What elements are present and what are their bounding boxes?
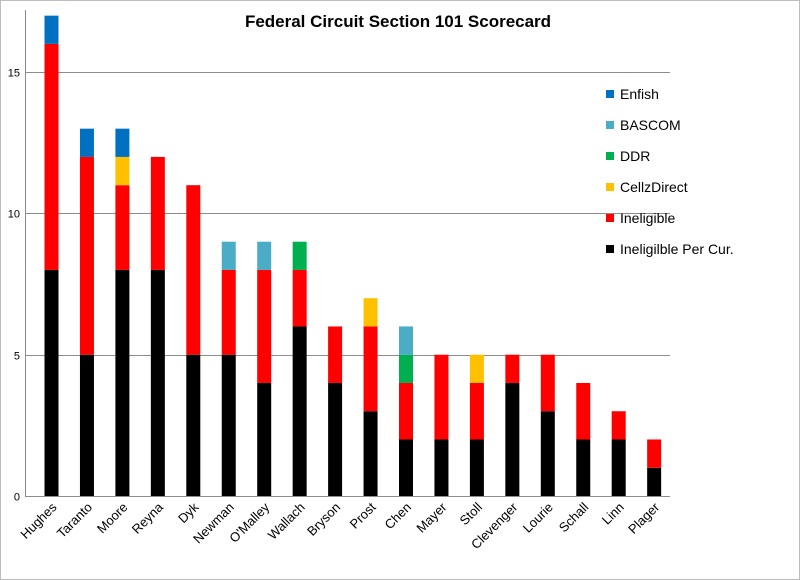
bar-segment-ineligible bbox=[469, 382, 484, 440]
y-tick-label: 10 bbox=[8, 209, 20, 221]
legend-label: Enfish bbox=[620, 86, 659, 102]
y-tick-label: 0 bbox=[14, 492, 20, 504]
x-tick-label: Stoll bbox=[457, 499, 486, 528]
legend-swatch bbox=[606, 245, 614, 253]
bar-segment-ineligible bbox=[257, 269, 272, 383]
bar-segment-ineligible bbox=[611, 411, 626, 440]
bar-segment-ineligilble-per-cur- bbox=[328, 382, 343, 496]
bar-segment-ineligible bbox=[505, 354, 520, 383]
bar-segment-enfish bbox=[115, 128, 130, 157]
bar-segment-ineligilble-per-cur- bbox=[257, 382, 272, 496]
bar-segment-ineligible bbox=[576, 382, 591, 440]
x-tick-label: Mayer bbox=[413, 499, 450, 536]
legend-swatch bbox=[606, 183, 614, 191]
y-tick-label: 15 bbox=[8, 68, 20, 80]
bar-segment-ineligible bbox=[434, 354, 449, 440]
bar-segment-ineligible bbox=[647, 439, 662, 468]
legend-swatch bbox=[606, 152, 614, 160]
bar-segment-ineligilble-per-cur- bbox=[576, 439, 591, 496]
bar-segment-ddr bbox=[292, 241, 307, 270]
bar-segment-ineligible bbox=[115, 185, 130, 270]
x-tick-label: Dyk bbox=[175, 499, 202, 526]
x-tick-label: Bryson bbox=[304, 500, 343, 539]
bar-segment-cellzdirect bbox=[115, 156, 130, 186]
bar-segment-ineligible bbox=[540, 354, 555, 412]
x-tick-label: Schall bbox=[556, 499, 592, 535]
bar-segment-ineligible bbox=[79, 156, 94, 355]
bar-segment-cellzdirect bbox=[469, 354, 484, 383]
x-tick-label: Reyna bbox=[129, 499, 167, 537]
x-tick-label: Taranto bbox=[54, 500, 95, 541]
legend-swatch bbox=[606, 121, 614, 129]
bar-segment-ineligible bbox=[44, 43, 59, 270]
bar-segment-ineligible bbox=[328, 326, 343, 383]
bar-segment-ineligilble-per-cur- bbox=[115, 269, 130, 496]
bar-segment-ineligilble-per-cur- bbox=[434, 439, 449, 496]
x-tick-label: O'Malley bbox=[226, 499, 272, 545]
x-tick-label: Chen bbox=[382, 500, 415, 533]
gridlines bbox=[25, 72, 670, 356]
bar-segment-enfish bbox=[79, 128, 94, 157]
bar-segment-ineligilble-per-cur- bbox=[44, 269, 59, 496]
bar-segment-ineligilble-per-cur- bbox=[186, 354, 201, 496]
chart-title: Federal Circuit Section 101 Scorecard bbox=[245, 12, 551, 31]
bar-segment-ineligilble-per-cur- bbox=[363, 411, 378, 496]
bar-segment-ineligible bbox=[186, 185, 201, 355]
bar-segment-ddr bbox=[399, 354, 413, 383]
legend-label: CellzDirect bbox=[620, 179, 688, 195]
bar-segment-ineligilble-per-cur- bbox=[150, 269, 165, 496]
bar-segment-ineligible bbox=[363, 326, 378, 412]
bars bbox=[44, 15, 662, 496]
bar-segment-ineligilble-per-cur- bbox=[647, 467, 662, 496]
x-tick-label: Prost bbox=[347, 499, 379, 531]
bar-segment-ineligilble-per-cur- bbox=[221, 354, 236, 496]
legend-label: BASCOM bbox=[620, 117, 681, 133]
bar-segment-ineligilble-per-cur- bbox=[79, 354, 94, 496]
x-tick-label: Linn bbox=[599, 500, 627, 528]
legend: Enfish BASCOM DDR CellzDirect Ineligible Inel… bbox=[606, 86, 734, 257]
bar-segment-cellzdirect bbox=[363, 298, 378, 327]
legend-label: Ineligible bbox=[620, 210, 675, 226]
bar-segment-ineligilble-per-cur- bbox=[399, 439, 413, 496]
bar-segment-ineligible bbox=[150, 156, 165, 270]
legend-swatch bbox=[606, 214, 614, 222]
x-tick-label: Moore bbox=[94, 500, 131, 537]
bar-segment-bascom bbox=[399, 326, 413, 355]
bar-segment-ineligible bbox=[399, 382, 413, 440]
bar-segment-ineligilble-per-cur- bbox=[469, 439, 484, 496]
legend-swatch bbox=[606, 90, 614, 98]
bar-segment-ineligilble-per-cur- bbox=[611, 439, 626, 496]
bar-segment-ineligible bbox=[221, 269, 236, 355]
x-tick-label: Hughes bbox=[17, 499, 60, 542]
bar-segment-ineligilble-per-cur- bbox=[505, 382, 520, 496]
bar-segment-enfish bbox=[44, 15, 59, 44]
x-tick-label: Plager bbox=[625, 499, 663, 537]
bar-segment-bascom bbox=[221, 241, 236, 270]
y-tick-label: 5 bbox=[14, 351, 20, 363]
x-tick-label: Lourie bbox=[520, 500, 556, 536]
bar-segment-ineligilble-per-cur- bbox=[292, 326, 307, 496]
x-tick-label: Wallach bbox=[265, 500, 308, 543]
bar-segment-ineligible bbox=[292, 269, 307, 327]
legend-label: DDR bbox=[620, 148, 650, 164]
legend-label: Ineligilble Per Cur. bbox=[620, 241, 734, 257]
bar-segment-ineligilble-per-cur- bbox=[540, 411, 555, 496]
bar-segment-bascom bbox=[257, 241, 272, 270]
